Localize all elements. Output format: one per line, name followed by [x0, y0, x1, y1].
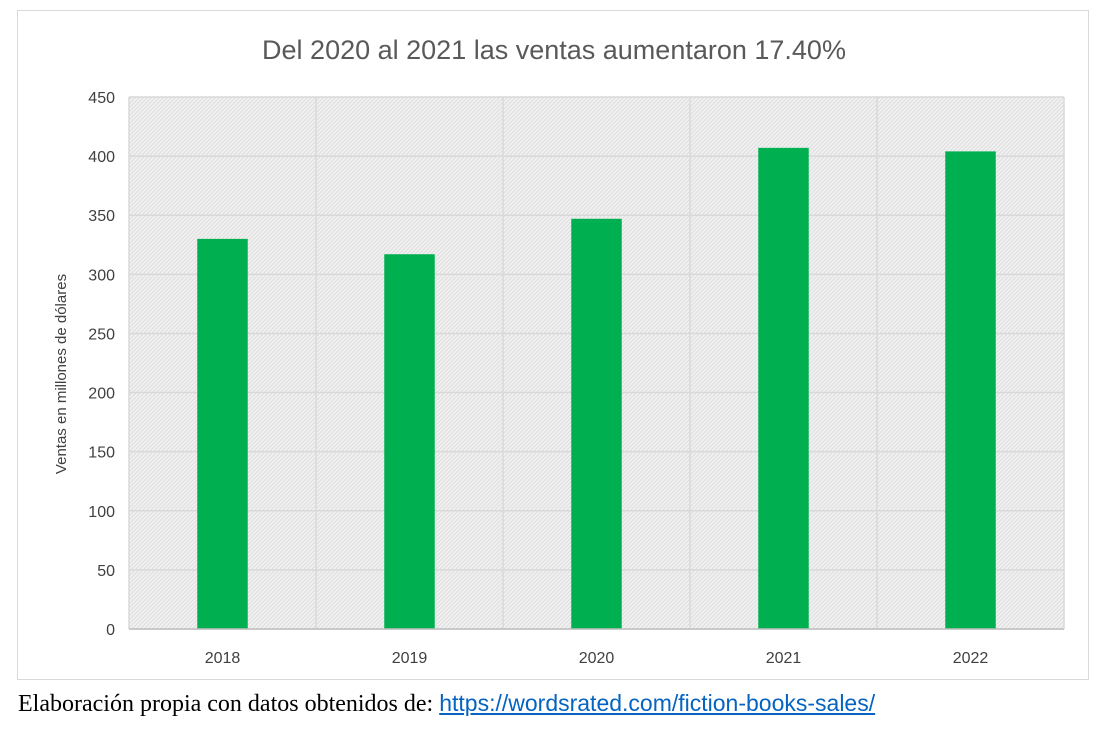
y-tick-label: 50 [97, 563, 115, 580]
bar-2019 [384, 254, 435, 630]
bar-chart: Del 2020 al 2021 las ventas aumentaron 1… [53, 35, 1065, 667]
source-caption: Elaboración propia con datos obtenidos d… [18, 690, 875, 718]
bar-2018 [197, 238, 248, 629]
x-tick-label: 2022 [953, 650, 989, 667]
caption-text: Elaboración propia con datos obtenidos d… [18, 691, 440, 717]
y-tick-label: 450 [88, 90, 115, 107]
y-tick-label: 350 [88, 208, 115, 225]
y-tick-label: 300 [88, 267, 115, 284]
y-tick-label: 0 [106, 622, 115, 639]
y-tick-label: 250 [88, 326, 115, 343]
chart-frame: Del 2020 al 2021 las ventas aumentaron 1… [17, 10, 1089, 680]
bar-2020 [571, 218, 622, 629]
plot-area: 0 50 100 150 200 250 300 350 400 450 2018 2019 2020 2… [88, 90, 1065, 667]
y-tick-label: 200 [88, 386, 115, 403]
chart-title: Del 2020 al 2021 las ventas aumentaron 1… [262, 35, 846, 65]
y-tick-label: 150 [88, 445, 115, 462]
x-tick-label: 2018 [205, 650, 241, 667]
x-tick-label: 2019 [392, 650, 428, 667]
y-tick-label: 100 [88, 504, 115, 521]
y-axis-title: Ventas en millones de dólares [53, 274, 70, 474]
source-link[interactable]: https://wordsrated.com/fiction-books-sal… [439, 690, 876, 716]
x-tick-label: 2021 [766, 650, 802, 667]
y-tick-label: 400 [88, 149, 115, 166]
bar-2022 [945, 151, 996, 630]
x-tick-label: 2020 [579, 650, 615, 667]
bar-2021 [758, 147, 809, 629]
